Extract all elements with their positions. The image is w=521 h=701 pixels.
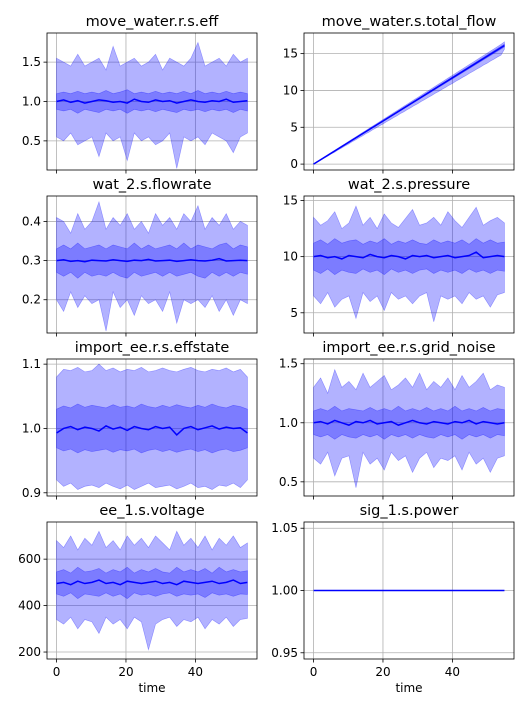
panel-title: wat_2.s.flowrate	[93, 177, 212, 193]
xtick-label-0: 0	[310, 665, 318, 679]
plot-area	[313, 41, 505, 165]
mean-line	[313, 251, 505, 260]
panel-title: move_water.s.total_flow	[322, 14, 497, 30]
mean-line	[56, 98, 248, 104]
panel-title: import_ee.r.s.effstate	[75, 340, 230, 356]
panel-1: 0 5 10 15 move_water.s.total_flow	[283, 14, 515, 174]
x-axis-label: time	[395, 681, 422, 695]
xtick-label-1: 20	[118, 665, 133, 679]
ytick-label-1: 10	[283, 250, 298, 264]
outer-band-0	[313, 41, 505, 165]
ytick-label-2: 1.5	[22, 55, 41, 69]
ytick-label-0: 5	[290, 306, 298, 320]
panel-title: wat_2.s.pressure	[348, 177, 470, 193]
ytick-label-1: 1.0	[279, 416, 298, 430]
outer-band-0	[56, 41, 248, 169]
panel-title: import_ee.r.s.grid_noise	[322, 340, 495, 356]
plot-area	[313, 205, 505, 322]
ytick-label-2: 600	[18, 552, 41, 566]
ytick-label-0: 0.2	[22, 293, 41, 307]
ytick-label-0: 0.95	[271, 646, 298, 660]
panel-title: sig_1.s.power	[360, 503, 459, 519]
plot-area	[56, 41, 248, 169]
outer-band-0	[56, 530, 248, 651]
ytick-label-1: 1.0	[22, 95, 41, 109]
ytick-label-0: 200	[18, 645, 41, 659]
plot-area	[313, 368, 505, 488]
outer-band-0	[56, 200, 248, 332]
plot-area	[56, 200, 248, 332]
xtick-label-2: 40	[188, 665, 203, 679]
xtick-label-2: 40	[445, 665, 460, 679]
ytick-label-2: 10	[283, 83, 298, 97]
axes-frame	[46, 521, 258, 660]
ytick-label-0: 0.5	[279, 475, 298, 489]
outer-band-0	[56, 363, 248, 490]
mean-line	[56, 425, 248, 436]
ytick-label-3: 15	[283, 47, 298, 61]
axes-frame	[303, 32, 515, 171]
inner-band-1	[313, 405, 505, 440]
ytick-label-0: 0.9	[22, 486, 41, 500]
ytick-label-2: 15	[283, 193, 298, 207]
ytick-label-0: 0.5	[22, 134, 41, 148]
panel-0: 0.5 1.0 1.5 move_water.r.s.eff	[22, 14, 258, 174]
axes-frame	[46, 358, 258, 497]
outer-band-0	[313, 205, 505, 322]
mean-line	[56, 257, 248, 263]
plot-area	[56, 530, 248, 651]
axes-frame	[46, 195, 258, 334]
outer-band-0	[313, 368, 505, 488]
ytick-label-1: 400	[18, 599, 41, 613]
panel-title: move_water.r.s.eff	[86, 14, 220, 30]
ytick-label-1: 1.0	[22, 421, 41, 435]
ytick-label-1: 1.00	[271, 584, 298, 598]
axes-frame	[303, 195, 515, 334]
ytick-label-2: 0.4	[22, 214, 41, 228]
panel-3: 5 10 15 wat_2.s.pressure	[283, 177, 515, 337]
ytick-label-0: 0	[290, 157, 298, 171]
xtick-label-1: 20	[375, 665, 390, 679]
mean-line	[313, 44, 505, 165]
ytick-label-2: 1.1	[22, 357, 41, 371]
panel-title: ee_1.s.voltage	[99, 503, 204, 519]
plot-area	[56, 363, 248, 490]
ytick-label-1: 0.3	[22, 254, 41, 268]
panel-4: 0.9 1.0 1.1 import_ee.r.s.effstate	[22, 340, 258, 500]
ytick-label-2: 1.05	[271, 521, 298, 535]
panel-2: 0.2 0.3 0.4 wat_2.s.flowrate	[22, 177, 258, 337]
xtick-label-0: 0	[53, 665, 61, 679]
axes-frame	[303, 358, 515, 497]
x-axis-label: time	[138, 681, 165, 695]
mean-line	[313, 419, 505, 426]
inner-band-1	[56, 566, 248, 600]
mean-line	[56, 579, 248, 586]
ytick-label-2: 1.5	[279, 357, 298, 371]
ytick-label-1: 5	[290, 120, 298, 134]
panel-5: 0.5 1.0 1.5 import_ee.r.s.grid_noise	[279, 340, 515, 500]
